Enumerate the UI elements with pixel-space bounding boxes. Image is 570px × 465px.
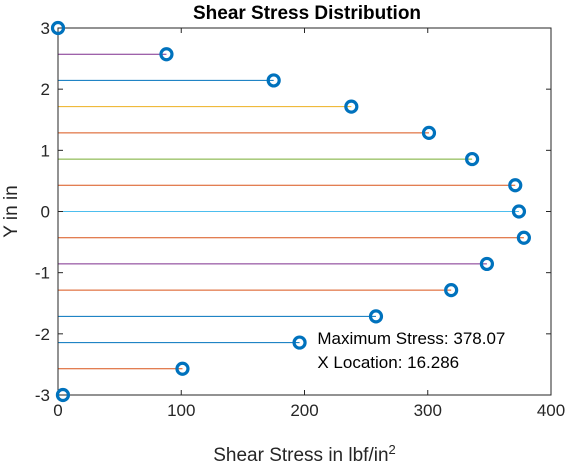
data-point-marker <box>266 73 281 88</box>
data-point-marker <box>368 309 384 324</box>
x-tick-label: 300 <box>414 401 442 420</box>
x-tick-label: 100 <box>167 401 195 420</box>
data-point-marker <box>159 47 174 62</box>
chart-title: Shear Stress Distribution <box>193 3 421 24</box>
data-point-marker <box>508 178 523 193</box>
data-point-marker <box>465 151 480 167</box>
data-markers <box>50 20 531 403</box>
data-point-marker <box>55 387 71 403</box>
y-axis-label: Y in in <box>1 185 22 237</box>
stem-lines <box>58 53 524 370</box>
data-point-marker <box>511 204 527 219</box>
data-point-marker <box>50 20 66 36</box>
y-tick-label: 3 <box>41 19 50 38</box>
y-tick-label: 0 <box>41 203 50 222</box>
y-tick-label: -2 <box>35 325 50 344</box>
y-tick-label: -1 <box>35 264 50 283</box>
x-tick-label: 200 <box>290 401 318 420</box>
axis-ticks: 0 100 200 300 400 3 2 1 0 -1 -2 -3 <box>35 19 565 420</box>
x-axis-label-text: Shear Stress in lbf/in <box>213 445 388 465</box>
data-point-marker <box>421 125 437 140</box>
data-point-marker <box>516 230 531 245</box>
data-point-marker <box>292 335 307 350</box>
y-tick-label: -3 <box>35 386 50 405</box>
data-point-marker <box>479 256 495 272</box>
data-point-marker <box>344 99 359 114</box>
annotation-x-location: X Location: 16.286 <box>317 353 459 372</box>
x-axis-label: Shear Stress in lbf/in2 <box>213 442 396 465</box>
x-tick-label: 400 <box>537 401 565 420</box>
y-tick-label: 1 <box>41 141 50 160</box>
x-axis-label-superscript: 2 <box>389 442 396 457</box>
data-point-marker <box>175 361 190 376</box>
x-tick-label: 0 <box>53 401 62 420</box>
data-point-marker <box>444 283 459 298</box>
y-tick-label: 2 <box>41 80 50 99</box>
annotation-max-stress: Maximum Stress: 378.07 <box>317 329 505 348</box>
